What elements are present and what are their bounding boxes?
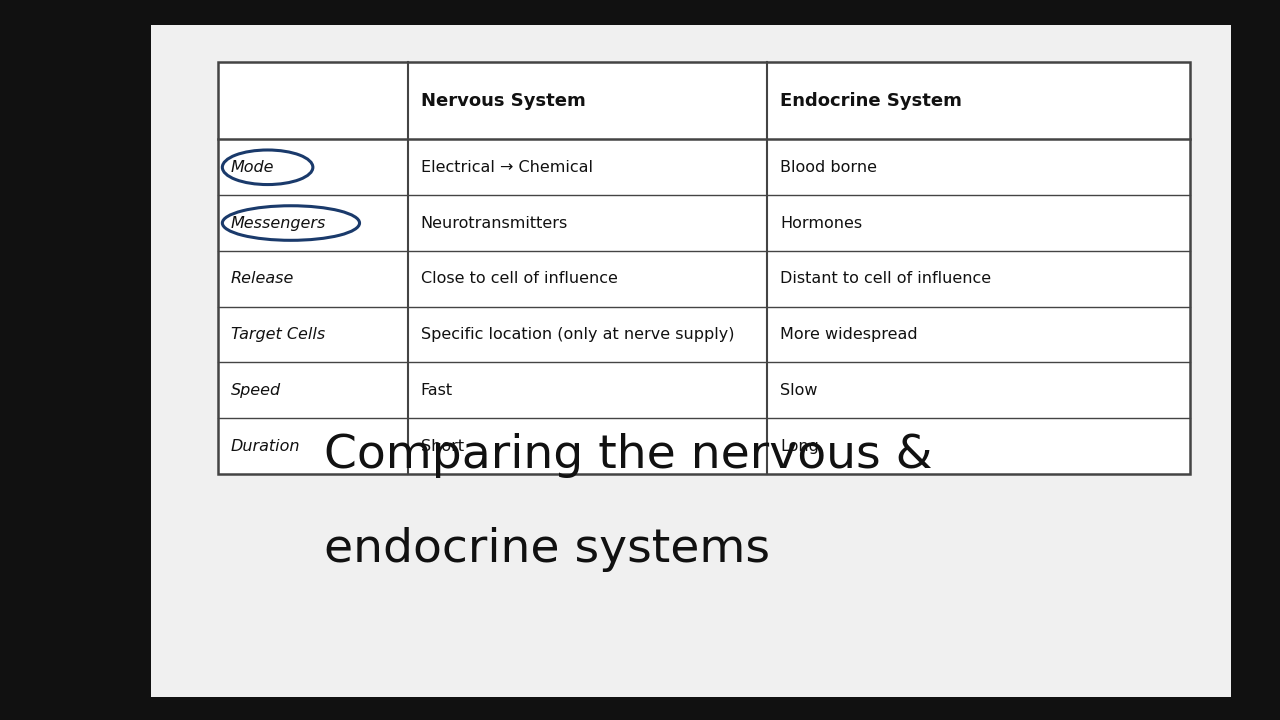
Text: Neurotransmitters: Neurotransmitters — [421, 215, 568, 230]
Text: Specific location (only at nerve supply): Specific location (only at nerve supply) — [421, 327, 733, 342]
Text: Nervous System: Nervous System — [421, 91, 585, 109]
Bar — [218, 62, 1190, 474]
Text: Distant to cell of influence: Distant to cell of influence — [781, 271, 992, 287]
Text: Endocrine System: Endocrine System — [781, 91, 963, 109]
Text: Target Cells: Target Cells — [230, 327, 325, 342]
Text: More widespread: More widespread — [781, 327, 918, 342]
Text: Hormones: Hormones — [781, 215, 863, 230]
Text: Speed: Speed — [230, 383, 282, 398]
Text: Mode: Mode — [230, 160, 274, 175]
Text: Comparing the nervous &: Comparing the nervous & — [324, 433, 932, 477]
Text: Close to cell of influence: Close to cell of influence — [421, 271, 617, 287]
Text: endocrine systems: endocrine systems — [324, 526, 769, 572]
Text: Blood borne: Blood borne — [781, 160, 877, 175]
Text: Electrical → Chemical: Electrical → Chemical — [421, 160, 593, 175]
Bar — [218, 62, 1190, 474]
Text: Release: Release — [230, 271, 294, 287]
Text: Duration: Duration — [230, 438, 301, 454]
Text: Slow: Slow — [781, 383, 818, 398]
Text: Fast: Fast — [421, 383, 453, 398]
Text: Long: Long — [781, 438, 819, 454]
Text: Short: Short — [421, 438, 463, 454]
Text: Messengers: Messengers — [230, 215, 326, 230]
